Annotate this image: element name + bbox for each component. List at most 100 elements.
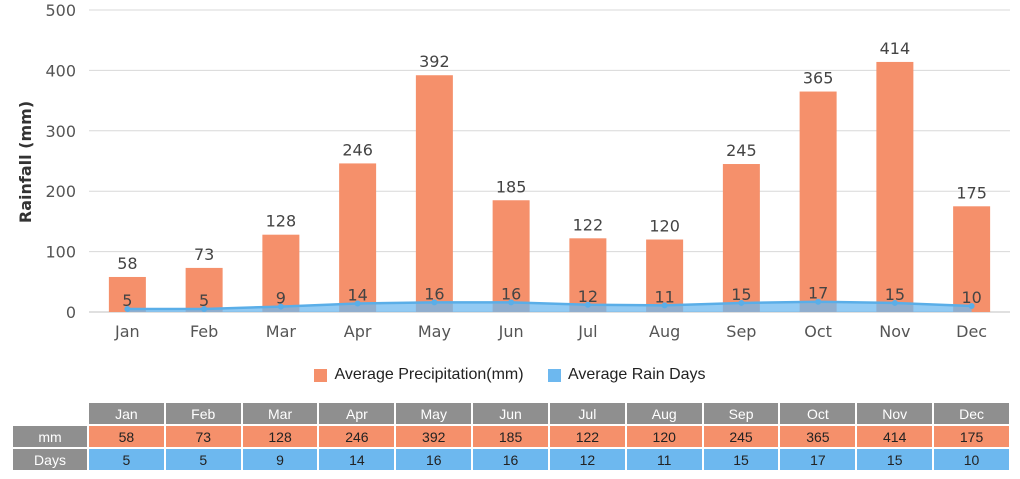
rain-days-point (431, 299, 438, 306)
y-axis-label: Rainfall (mm) (16, 101, 35, 223)
rain-days-point (584, 301, 591, 308)
x-tick-label: May (418, 322, 451, 341)
row-label-mm: mm (13, 426, 87, 447)
precipitation-data-label: 175 (956, 183, 987, 202)
precipitation-data-label: 122 (573, 215, 604, 234)
legend-item-precipitation[interactable]: Average Precipitation(mm) (314, 366, 524, 384)
x-tick-label: Mar (266, 322, 297, 341)
precipitation-data-label: 392 (419, 52, 450, 71)
rain-days-point (891, 299, 898, 306)
table-cell-mm: 58 (89, 426, 164, 447)
table-cell-mm: 185 (473, 426, 548, 447)
table-header-cell: Mar (242, 403, 318, 424)
table-cell-days: 5 (89, 449, 164, 470)
table-header-cell: Jul (549, 403, 625, 424)
precipitation-data-label: 414 (880, 39, 911, 58)
rain-days-point (277, 303, 284, 310)
precipitation-bar (722, 164, 760, 312)
table-header-cell: Apr (319, 403, 395, 424)
table-header-cell: Feb (165, 403, 241, 424)
grid-lines (89, 9, 1010, 313)
table-row-days: Days 5 5 9 14 16 16 12 11 15 17 15 10 (13, 449, 1009, 470)
x-tick-label: Aug (649, 322, 680, 341)
precipitation-bar (339, 163, 377, 312)
precipitation-data-label: 246 (342, 140, 373, 159)
table-cell-days: 10 (934, 449, 1009, 470)
rain-days-point (815, 298, 822, 305)
x-tick-label: Jun (498, 322, 524, 341)
table-header-cell: Nov (857, 403, 933, 424)
precipitation-bar (799, 91, 837, 312)
rain-days-point (968, 302, 975, 309)
precipitation-bar (646, 239, 684, 312)
table-row-mm: mm 58 73 128 246 392 185 122 120 245 365 414 175 (13, 426, 1009, 447)
table-cell-mm: 122 (549, 426, 625, 447)
table-header-cell: May (396, 403, 472, 424)
precipitation-data-label: 58 (117, 254, 137, 273)
table-header-cell: Jan (89, 403, 164, 424)
table-cell-days: 11 (626, 449, 702, 470)
table-cell-mm: 120 (626, 426, 702, 447)
rain-days-line (127, 300, 972, 311)
x-tick-label: Feb (190, 322, 218, 341)
table-header-cell: Sep (703, 403, 779, 424)
rain-days-data-label: 16 (424, 284, 444, 303)
rain-days-data-label: 10 (961, 288, 981, 307)
precipitation-data-label: 120 (649, 217, 680, 236)
legend-label-precipitation: Average Precipitation(mm) (334, 366, 524, 383)
y-tick-label: 0 (66, 303, 76, 322)
rain-days-point (354, 300, 361, 307)
rain-days-data-label: 9 (276, 289, 286, 308)
precipitation-bar (876, 61, 914, 312)
rain-days-data-label: 11 (654, 287, 674, 306)
precipitation-bars (108, 61, 991, 313)
precipitation-bar (569, 238, 607, 312)
y-tick-label: 100 (45, 243, 76, 262)
precipitation-bar (953, 206, 991, 312)
y-tick-label: 500 (45, 1, 76, 20)
x-tick-label: Sep (726, 322, 756, 341)
table-cell-mm: 414 (857, 426, 933, 447)
y-axis-ticks: 0 100 200 300 400 500 (45, 1, 76, 322)
precipitation-data-label: 365 (803, 69, 834, 88)
row-label-days: Days (13, 449, 87, 470)
legend-swatch-rain-days (548, 368, 561, 382)
table-cell-mm: 73 (165, 426, 241, 447)
rain-days-point (661, 302, 668, 309)
table-cell-mm: 245 (703, 426, 779, 447)
table-header-row: Jan Feb Mar Apr May Jun Jul Aug Sep Oct Nov Dec (13, 403, 1009, 424)
table-header-cell: Oct (780, 403, 856, 424)
table-cell-days: 5 (165, 449, 241, 470)
table-cell-days: 16 (396, 449, 472, 470)
y-tick-label: 200 (45, 182, 76, 201)
table-cell-days: 15 (703, 449, 779, 470)
y-tick-label: 300 (45, 122, 76, 141)
rain-days-data-label: 12 (578, 287, 598, 306)
precipitation-bar (492, 200, 530, 312)
rain-days-data-label: 5 (199, 291, 209, 310)
table-cell-days: 9 (242, 449, 318, 470)
chart-legend: Average Precipitation(mm) Average Rain D… (0, 366, 1020, 387)
table-cell-mm: 246 (319, 426, 395, 447)
rain-days-data-label: 15 (885, 285, 905, 304)
table-cell-mm: 175 (934, 426, 1009, 447)
precipitation-data-label: 185 (496, 177, 527, 196)
table-cell-days: 12 (549, 449, 625, 470)
table-header-cell: Dec (934, 403, 1009, 424)
x-tick-label: Jul (577, 322, 597, 341)
precipitation-bar (415, 75, 453, 313)
precipitation-bar (262, 234, 300, 312)
precipitation-bar (185, 267, 223, 312)
table-cell-days: 17 (780, 449, 856, 470)
data-labels: 58 73 128 246 392 185 122 120 245 365 414 175 5 5 9 14 1… (117, 39, 987, 310)
rain-days-data-label: 14 (347, 286, 367, 305)
precipitation-data-label: 128 (266, 212, 297, 231)
table-cell-mm: 365 (780, 426, 856, 447)
rain-days-data-label: 15 (731, 285, 751, 304)
table-cell-mm: 128 (242, 426, 318, 447)
precipitation-data-label: 245 (726, 141, 757, 160)
legend-item-rain-days[interactable]: Average Rain Days (548, 366, 706, 384)
legend-label-rain-days: Average Rain Days (568, 366, 706, 383)
rain-days-point (508, 299, 515, 306)
x-tick-label: Apr (344, 322, 372, 341)
